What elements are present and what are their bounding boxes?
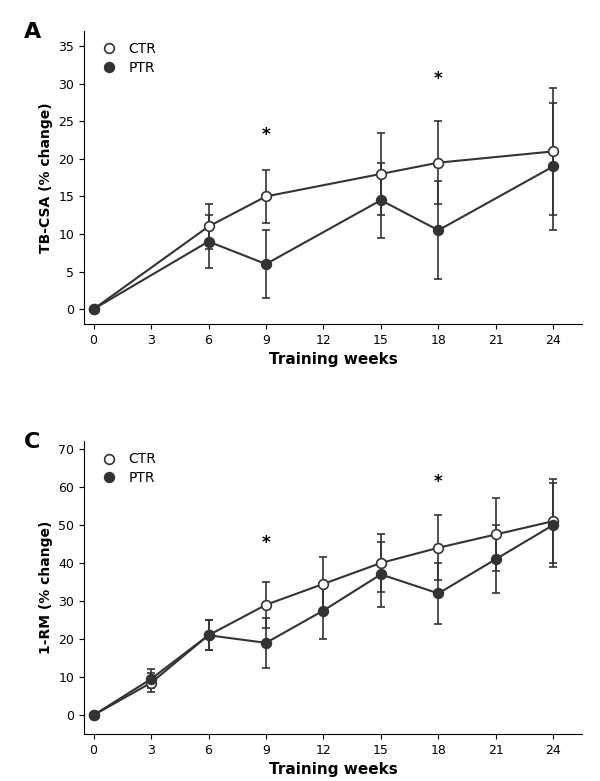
PTR	[205, 630, 212, 640]
CTR	[377, 558, 385, 568]
PTR	[492, 555, 499, 564]
CTR	[205, 222, 212, 231]
Text: *: *	[434, 473, 443, 490]
CTR	[377, 169, 385, 179]
CTR	[90, 305, 97, 314]
Line: PTR: PTR	[89, 520, 558, 720]
CTR	[492, 530, 499, 539]
Y-axis label: TB-CSA (% change): TB-CSA (% change)	[39, 102, 53, 253]
Legend: CTR, PTR: CTR, PTR	[89, 447, 162, 490]
CTR	[550, 147, 557, 156]
CTR	[550, 516, 557, 526]
PTR	[377, 569, 385, 579]
PTR	[550, 162, 557, 171]
Text: *: *	[262, 533, 270, 551]
PTR	[435, 226, 442, 235]
Line: CTR: CTR	[89, 516, 558, 720]
CTR	[205, 630, 212, 640]
PTR	[205, 237, 212, 246]
CTR	[435, 543, 442, 552]
CTR	[148, 678, 155, 687]
Y-axis label: 1-RM (% change): 1-RM (% change)	[39, 521, 53, 654]
Text: A: A	[24, 23, 41, 42]
Text: C: C	[24, 433, 41, 452]
Legend: CTR, PTR: CTR, PTR	[89, 37, 162, 80]
Text: *: *	[434, 70, 443, 87]
PTR	[550, 520, 557, 530]
PTR	[262, 259, 269, 269]
CTR	[262, 192, 269, 201]
CTR	[262, 600, 269, 609]
CTR	[320, 580, 327, 589]
PTR	[320, 606, 327, 615]
PTR	[90, 305, 97, 314]
PTR	[435, 589, 442, 598]
PTR	[148, 674, 155, 683]
PTR	[377, 195, 385, 205]
Line: PTR: PTR	[89, 162, 558, 314]
X-axis label: Training weeks: Training weeks	[269, 352, 397, 367]
CTR	[90, 711, 97, 720]
PTR	[262, 638, 269, 647]
X-axis label: Training weeks: Training weeks	[269, 762, 397, 777]
Line: CTR: CTR	[89, 147, 558, 314]
Text: *: *	[262, 126, 270, 144]
CTR	[435, 158, 442, 167]
PTR	[90, 711, 97, 720]
